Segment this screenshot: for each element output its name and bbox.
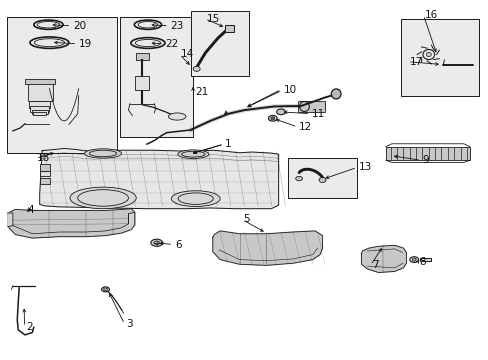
Text: 14: 14	[181, 49, 194, 59]
Polygon shape	[8, 213, 13, 226]
Ellipse shape	[168, 113, 185, 120]
Ellipse shape	[268, 116, 277, 121]
Text: 2: 2	[26, 322, 33, 332]
Text: 1: 1	[224, 139, 231, 149]
Polygon shape	[8, 209, 135, 238]
Text: 15: 15	[206, 14, 219, 24]
Text: 3: 3	[126, 319, 132, 329]
Ellipse shape	[171, 191, 220, 207]
Ellipse shape	[270, 117, 274, 120]
Bar	[224, 26, 233, 32]
Ellipse shape	[319, 177, 325, 183]
Ellipse shape	[409, 257, 418, 262]
Bar	[32, 110, 47, 114]
Text: 7: 7	[371, 260, 378, 270]
Text: 10: 10	[283, 85, 296, 95]
Text: 12: 12	[299, 122, 312, 132]
Bar	[40, 171, 50, 176]
Bar	[29, 101, 50, 108]
Bar	[6, 17, 117, 153]
Text: 18: 18	[37, 153, 50, 163]
Ellipse shape	[151, 239, 162, 246]
Ellipse shape	[193, 66, 200, 71]
Ellipse shape	[276, 109, 285, 115]
Ellipse shape	[84, 149, 122, 158]
Bar	[40, 178, 50, 184]
Bar	[40, 164, 50, 171]
Ellipse shape	[154, 241, 159, 244]
Text: 4: 4	[27, 206, 34, 216]
Text: 20: 20	[73, 21, 86, 31]
Ellipse shape	[426, 52, 430, 57]
Bar	[136, 53, 149, 60]
Polygon shape	[212, 231, 322, 265]
Text: 23: 23	[170, 21, 183, 31]
Text: 22: 22	[165, 39, 179, 49]
Bar	[400, 19, 478, 96]
Text: 6: 6	[174, 239, 181, 249]
Bar	[419, 258, 430, 261]
Ellipse shape	[70, 187, 136, 209]
Text: 21: 21	[194, 87, 207, 97]
Text: 19: 19	[79, 39, 92, 49]
Polygon shape	[128, 212, 135, 229]
Bar	[25, 79, 55, 84]
Bar	[30, 107, 49, 112]
Bar	[385, 147, 469, 160]
Ellipse shape	[411, 258, 415, 261]
Bar	[190, 12, 249, 76]
Ellipse shape	[330, 89, 340, 99]
Bar	[298, 101, 325, 112]
Ellipse shape	[103, 288, 107, 291]
Polygon shape	[361, 245, 406, 273]
Text: 13: 13	[358, 162, 371, 172]
Bar	[288, 158, 356, 198]
Text: 11: 11	[311, 109, 325, 119]
Text: 16: 16	[424, 10, 437, 20]
Text: 8: 8	[418, 257, 425, 267]
Bar	[135, 76, 149, 90]
Bar	[120, 17, 193, 137]
Ellipse shape	[102, 287, 109, 292]
Text: 9: 9	[422, 155, 428, 165]
Ellipse shape	[295, 176, 302, 181]
Text: 5: 5	[243, 215, 250, 224]
Text: 17: 17	[408, 57, 422, 67]
Ellipse shape	[177, 150, 208, 158]
Polygon shape	[40, 148, 278, 209]
Bar	[33, 112, 46, 116]
Bar	[27, 83, 53, 101]
